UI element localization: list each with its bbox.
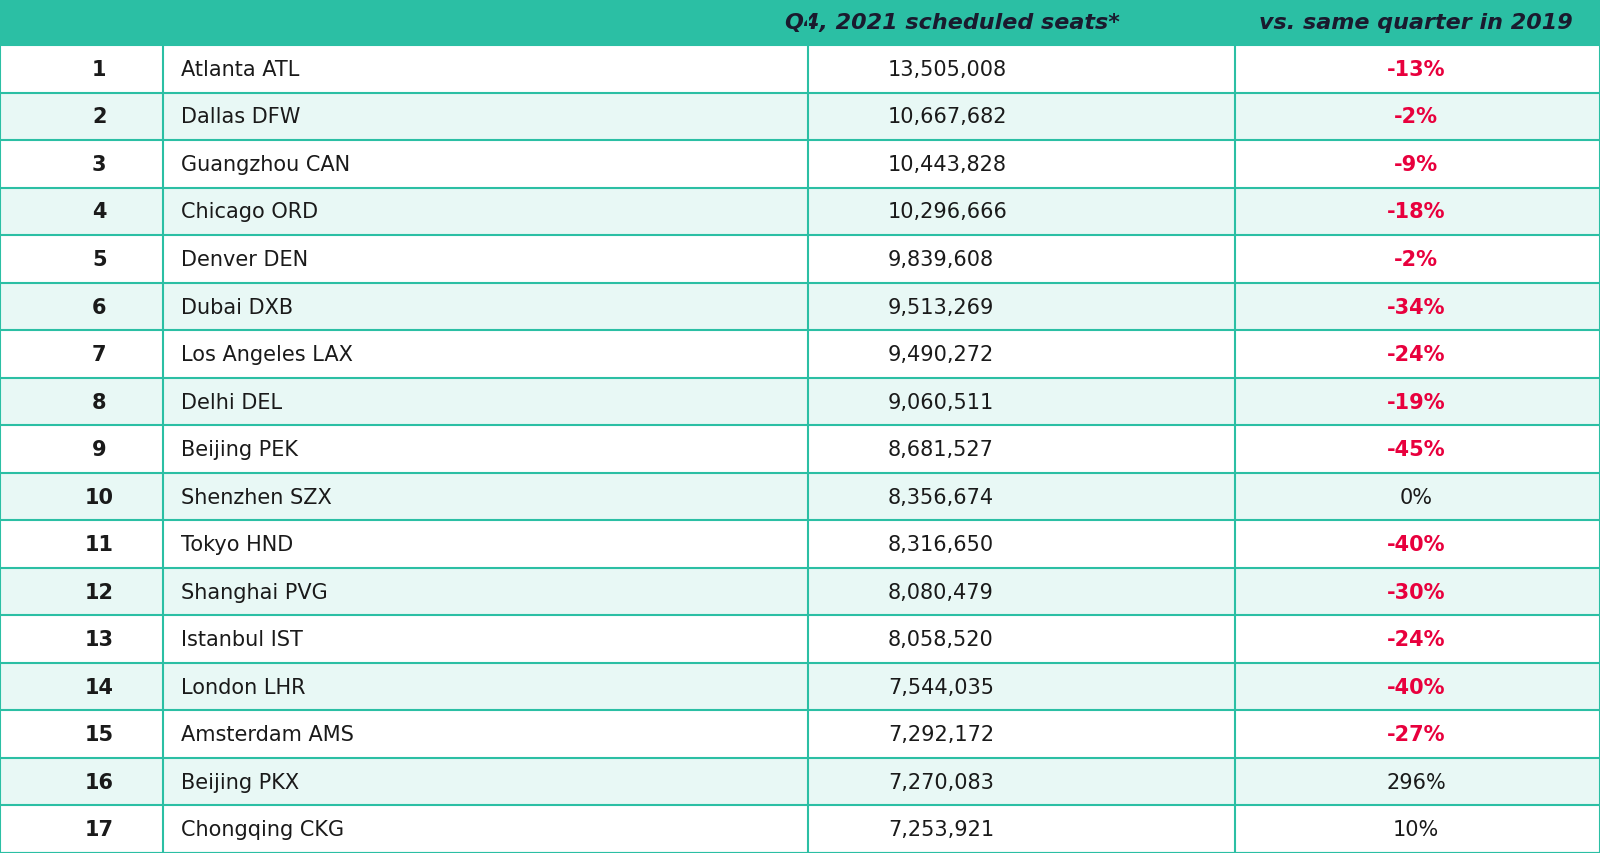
Text: Chongqing CKG: Chongqing CKG (181, 819, 344, 839)
Text: 10,667,682: 10,667,682 (888, 107, 1008, 127)
Text: Istanbul IST: Istanbul IST (181, 630, 302, 649)
Text: 3: 3 (91, 154, 107, 175)
Text: Beijing PKX: Beijing PKX (181, 772, 299, 792)
Text: 10%: 10% (1394, 819, 1438, 839)
Text: 8,316,650: 8,316,650 (888, 535, 994, 554)
Text: 9: 9 (91, 439, 107, 460)
Text: Denver DEN: Denver DEN (181, 250, 307, 270)
Text: 7,270,083: 7,270,083 (888, 772, 994, 792)
Bar (0, 568, 1600, 616)
Text: Chicago ORD: Chicago ORD (181, 202, 318, 223)
Text: -34%: -34% (1387, 297, 1445, 317)
Bar (0, 189, 1600, 236)
Text: Tokyo HND: Tokyo HND (181, 535, 293, 554)
Text: 1: 1 (91, 60, 107, 80)
Text: 6: 6 (91, 297, 107, 317)
Text: 9,513,269: 9,513,269 (888, 297, 994, 317)
Bar (0, 711, 1600, 758)
Text: vs. same quarter in 2019: vs. same quarter in 2019 (1259, 13, 1573, 33)
Bar (0, 473, 1600, 520)
Text: 9,490,272: 9,490,272 (888, 345, 994, 364)
Bar (0, 426, 1600, 473)
Text: 10: 10 (85, 487, 114, 507)
Text: 9,060,511: 9,060,511 (888, 392, 994, 412)
Text: Atlanta ATL: Atlanta ATL (181, 60, 299, 80)
Text: -40%: -40% (1387, 677, 1445, 697)
Text: Beijing PEK: Beijing PEK (181, 439, 298, 460)
Text: Amsterdam AMS: Amsterdam AMS (181, 724, 354, 745)
Text: Los Angeles LAX: Los Angeles LAX (181, 345, 352, 364)
Text: 296%: 296% (1386, 772, 1446, 792)
Text: 8,681,527: 8,681,527 (888, 439, 994, 460)
Text: -9%: -9% (1394, 154, 1438, 175)
Text: 4: 4 (91, 202, 107, 223)
Text: -18%: -18% (1387, 202, 1445, 223)
Text: Dubai DXB: Dubai DXB (181, 297, 293, 317)
Text: -40%: -40% (1387, 535, 1445, 554)
Text: 16: 16 (85, 772, 114, 792)
Text: 8,080,479: 8,080,479 (888, 582, 994, 602)
Text: 7,544,035: 7,544,035 (888, 677, 994, 697)
Text: Shanghai PVG: Shanghai PVG (181, 582, 328, 602)
Bar (0, 616, 1600, 663)
Bar (0, 46, 1600, 94)
Text: 14: 14 (85, 677, 114, 697)
Text: -45%: -45% (1387, 439, 1445, 460)
Text: 8,058,520: 8,058,520 (888, 630, 994, 649)
Bar (0, 236, 1600, 283)
Text: 13,505,008: 13,505,008 (888, 60, 1006, 80)
Text: 12: 12 (85, 582, 114, 602)
Bar (0, 0, 1600, 46)
Bar (0, 805, 1600, 853)
Text: 11: 11 (85, 535, 114, 554)
Text: Guangzhou CAN: Guangzhou CAN (181, 154, 350, 175)
Text: 2: 2 (91, 107, 107, 127)
Text: -24%: -24% (1387, 345, 1445, 364)
Bar (0, 331, 1600, 379)
Bar (0, 520, 1600, 568)
Text: 10,443,828: 10,443,828 (888, 154, 1006, 175)
Text: Dallas DFW: Dallas DFW (181, 107, 301, 127)
Bar (0, 379, 1600, 426)
Text: 9,839,608: 9,839,608 (888, 250, 994, 270)
Text: 8: 8 (91, 392, 107, 412)
Text: 0%: 0% (1400, 487, 1432, 507)
Text: -30%: -30% (1387, 582, 1445, 602)
Text: -2%: -2% (1394, 107, 1438, 127)
Text: 7: 7 (91, 345, 107, 364)
Text: -19%: -19% (1387, 392, 1445, 412)
Text: -2%: -2% (1394, 250, 1438, 270)
Text: 10,296,666: 10,296,666 (888, 202, 1008, 223)
Bar (0, 141, 1600, 189)
Bar (0, 663, 1600, 711)
Text: 7,292,172: 7,292,172 (888, 724, 994, 745)
Text: Q4, 2021 scheduled seats*: Q4, 2021 scheduled seats* (784, 13, 1120, 33)
Text: Shenzhen SZX: Shenzhen SZX (181, 487, 331, 507)
Text: 17: 17 (85, 819, 114, 839)
Bar (0, 283, 1600, 331)
Text: -13%: -13% (1387, 60, 1445, 80)
Text: 7,253,921: 7,253,921 (888, 819, 994, 839)
Text: Delhi DEL: Delhi DEL (181, 392, 282, 412)
Text: -24%: -24% (1387, 630, 1445, 649)
Text: 13: 13 (85, 630, 114, 649)
Text: 8,356,674: 8,356,674 (888, 487, 994, 507)
Bar (0, 94, 1600, 141)
Text: London LHR: London LHR (181, 677, 306, 697)
Text: -27%: -27% (1387, 724, 1445, 745)
Text: 15: 15 (85, 724, 114, 745)
Bar (0, 758, 1600, 805)
Text: 5: 5 (91, 250, 107, 270)
